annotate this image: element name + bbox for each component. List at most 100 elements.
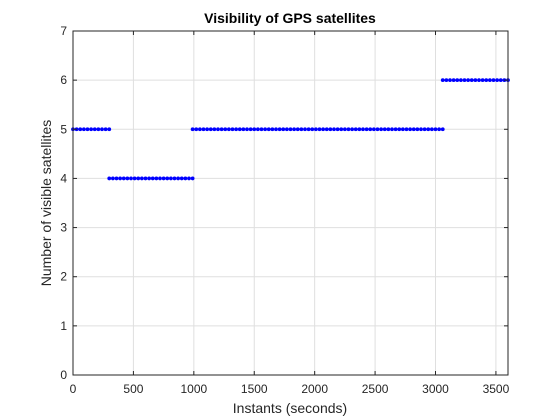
data-point [451, 78, 456, 83]
data-point [484, 78, 489, 83]
data-point [444, 78, 449, 83]
data-point [230, 127, 235, 132]
data-point [375, 127, 380, 132]
y-tick-label: 1 [60, 319, 67, 333]
data-point [252, 127, 257, 132]
data-point [274, 127, 278, 132]
data-point [437, 127, 442, 132]
data-point [201, 127, 206, 132]
ticks [72, 30, 508, 376]
x-tick-label: 1500 [241, 382, 268, 396]
data-series [71, 78, 510, 181]
data-point [259, 127, 264, 132]
data-point [114, 176, 119, 181]
data-point [118, 176, 123, 181]
data-point [270, 127, 275, 132]
data-point [357, 127, 362, 132]
data-point [190, 176, 195, 181]
y-tick-label: 2 [60, 270, 67, 284]
data-point [397, 127, 402, 132]
data-point [176, 176, 181, 181]
data-point [324, 127, 329, 132]
chart-title: Visibility of GPS satellites [204, 10, 376, 26]
data-point [129, 176, 133, 181]
data-point [426, 127, 431, 132]
data-point [208, 127, 213, 132]
segment-1 [71, 127, 112, 132]
data-point [379, 127, 384, 132]
data-point [415, 127, 420, 132]
data-point [339, 127, 344, 132]
data-point [371, 127, 376, 132]
y-tick-labels: 0 1 2 3 4 5 6 7 [60, 24, 67, 382]
data-point [92, 127, 97, 132]
data-point [382, 127, 387, 132]
data-point [245, 127, 249, 132]
data-point [139, 176, 144, 181]
data-point [480, 78, 485, 83]
data-point [234, 127, 239, 132]
x-tick-label: 0 [70, 382, 77, 396]
x-tick-label: 3500 [483, 382, 510, 396]
data-point [147, 176, 152, 181]
data-point [361, 127, 365, 132]
x-tick-labels: 0 500 1000 1500 2000 2500 3000 3500 [70, 382, 510, 396]
data-point [455, 78, 460, 83]
data-point [154, 176, 159, 181]
data-point [161, 176, 166, 181]
segment-4 [440, 78, 510, 83]
data-point [400, 127, 405, 132]
x-axis-label: Instants (seconds) [233, 400, 347, 416]
data-point [219, 127, 224, 132]
data-point [96, 127, 101, 132]
data-point [419, 127, 423, 132]
data-point [498, 78, 503, 83]
data-point [433, 127, 438, 132]
y-axis-label: Number of visible satellites [38, 120, 54, 287]
data-point [393, 127, 398, 132]
data-point [85, 127, 90, 132]
data-point [440, 127, 445, 132]
data-point [408, 127, 413, 132]
data-point [306, 127, 311, 132]
data-point [458, 78, 463, 83]
data-point [386, 127, 391, 132]
data-point [281, 127, 286, 132]
data-point [223, 127, 228, 132]
data-point [100, 127, 104, 132]
x-tick-label: 2500 [362, 382, 389, 396]
data-point [107, 176, 112, 181]
data-point [353, 127, 358, 132]
data-point [132, 176, 137, 181]
y-tick-label: 7 [60, 24, 67, 38]
data-point [295, 127, 300, 132]
data-point [125, 176, 130, 181]
data-point [255, 127, 260, 132]
data-point [78, 127, 83, 132]
data-point [263, 127, 268, 132]
data-point [342, 127, 347, 132]
data-point [364, 127, 369, 132]
data-point [303, 127, 307, 132]
y-tick-label: 5 [60, 122, 67, 136]
data-point [292, 127, 297, 132]
plot-area [73, 31, 508, 375]
data-point [411, 127, 416, 132]
data-point [150, 176, 155, 181]
data-point [346, 127, 351, 132]
data-point [107, 127, 112, 132]
data-point [187, 176, 191, 181]
data-point [121, 176, 126, 181]
data-point [194, 127, 199, 132]
x-tick-label: 500 [123, 382, 143, 396]
data-point [241, 127, 246, 132]
x-tick-label: 1000 [180, 382, 207, 396]
data-point [422, 127, 427, 132]
data-point [89, 127, 94, 132]
data-point [299, 127, 304, 132]
data-point [313, 127, 318, 132]
data-point [469, 78, 474, 83]
data-point [368, 127, 373, 132]
data-point [277, 127, 282, 132]
